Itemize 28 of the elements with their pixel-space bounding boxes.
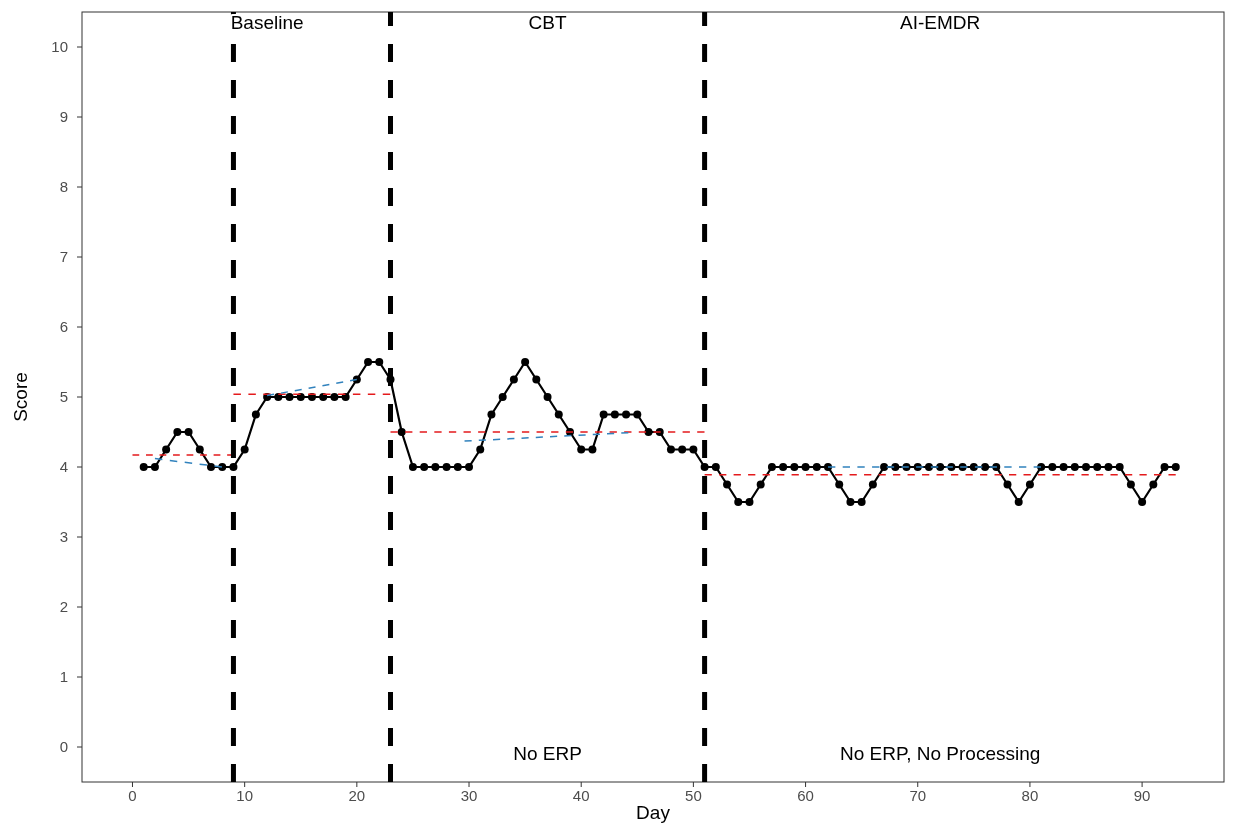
annotation: CBT xyxy=(528,12,567,34)
y-tick-label: 8 xyxy=(59,178,68,196)
y-tick-label: 7 xyxy=(59,248,68,266)
annotation: Baseline xyxy=(230,12,304,34)
x-axis-title: Day xyxy=(636,802,671,823)
y-tick-label: 0 xyxy=(59,738,68,756)
x-tick-label: 30 xyxy=(460,787,478,804)
y-tick-label: 5 xyxy=(59,388,68,406)
x-tick-label: 90 xyxy=(1133,787,1151,804)
x-tick-label: 0 xyxy=(128,787,137,804)
x-tick-label: 50 xyxy=(685,787,702,804)
x-tick-label: 40 xyxy=(572,787,590,804)
y-tick-label: 4 xyxy=(59,458,68,476)
annotation: No ERP xyxy=(513,743,582,765)
y-tick-label: 2 xyxy=(59,598,68,616)
y-tick-label: 3 xyxy=(59,528,68,546)
x-tick-label: 70 xyxy=(909,787,927,804)
x-tick-label: 10 xyxy=(236,787,254,804)
y-axis-title: Score xyxy=(10,372,32,422)
y-tick-label: 1 xyxy=(59,668,68,686)
y-tick-label: 10 xyxy=(51,38,68,56)
x-tick-label: 20 xyxy=(348,787,366,804)
x-tick-label: 80 xyxy=(1021,787,1039,804)
y-tick-label: 9 xyxy=(59,108,68,126)
annotation: AI-EMDR xyxy=(900,12,981,34)
x-tick-label: 60 xyxy=(797,787,814,804)
y-tick-label: 6 xyxy=(59,318,68,336)
annotation: No ERP, No Processing xyxy=(840,743,1041,765)
